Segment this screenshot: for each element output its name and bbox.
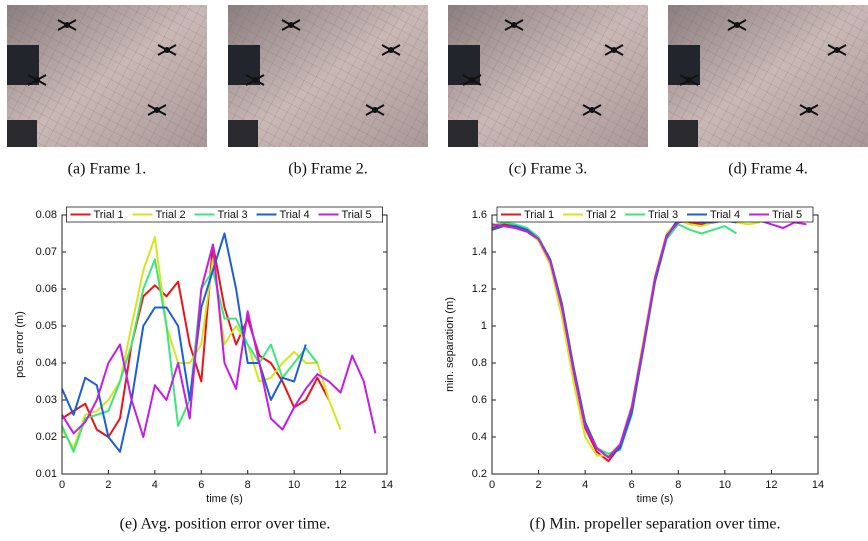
x-axis-label: time (s) xyxy=(206,493,243,505)
plot-area xyxy=(492,215,818,474)
caption: (d) Frame 4. xyxy=(728,161,808,178)
y-tick-label: 0.02 xyxy=(36,431,57,443)
legend-box xyxy=(496,206,814,223)
drone-body xyxy=(734,22,740,28)
x-tick-label: 14 xyxy=(812,479,824,491)
caption: (a) Frame 1. xyxy=(68,161,147,178)
y-tick-label: 0.2 xyxy=(472,468,487,480)
x-tick-label: 4 xyxy=(152,479,158,491)
y-tick-label: 1.2 xyxy=(472,283,487,295)
y-axis-label: min. separation (m) xyxy=(444,297,456,392)
drone-body xyxy=(511,22,517,28)
y-axis-label: pos. error (m) xyxy=(14,311,26,378)
y-tick-label: 0.8 xyxy=(472,357,487,369)
caption: (b) Frame 2. xyxy=(288,161,368,178)
legend-label: Trial 1 xyxy=(524,209,554,221)
caption: (c) Frame 3. xyxy=(509,161,588,178)
legend-label: Trial 3 xyxy=(648,209,678,221)
drone-body xyxy=(686,77,692,83)
photo-mat xyxy=(7,120,37,147)
legend-label: Trial 2 xyxy=(156,209,186,221)
drone-body xyxy=(372,107,378,113)
drone-body xyxy=(469,77,475,83)
photo-net xyxy=(448,5,648,147)
y-tick-label: 0.6 xyxy=(472,394,487,406)
y-tick-label: 0.04 xyxy=(36,357,57,369)
x-tick-label: 10 xyxy=(719,479,731,491)
photo xyxy=(668,5,868,147)
drone-body xyxy=(288,22,294,28)
photo-net xyxy=(7,5,207,147)
x-tick-label: 0 xyxy=(59,479,65,491)
legend-label: Trial 5 xyxy=(772,209,802,221)
drone-body xyxy=(154,107,160,113)
y-tick-label: 0.03 xyxy=(36,394,57,406)
caption: (f) Min. propeller separation over time. xyxy=(529,516,780,533)
x-tick-label: 6 xyxy=(198,479,204,491)
series-line xyxy=(61,243,377,438)
drone-body xyxy=(611,47,617,53)
y-tick-label: 1.4 xyxy=(472,246,487,258)
x-tick-label: 12 xyxy=(334,479,346,491)
x-tick-label: 8 xyxy=(675,479,681,491)
photo-mat xyxy=(448,120,478,147)
photo-box xyxy=(668,45,700,85)
drone-body xyxy=(388,47,394,53)
photo xyxy=(448,5,648,147)
x-axis-label: time (s) xyxy=(637,493,674,505)
photo xyxy=(228,5,428,147)
y-tick-label: 0.07 xyxy=(36,246,57,258)
drone-body xyxy=(806,107,812,113)
drone-body xyxy=(589,107,595,113)
drone-body xyxy=(252,77,258,83)
x-tick-label: 4 xyxy=(582,479,588,491)
y-tick-label: 1 xyxy=(481,320,487,332)
photo-mat xyxy=(668,120,698,147)
photo-net xyxy=(668,5,868,147)
y-tick-label: 0.05 xyxy=(36,320,57,332)
legend-label: Trial 5 xyxy=(342,209,372,221)
y-tick-label: 0.06 xyxy=(36,283,57,295)
legend-label: Trial 2 xyxy=(586,209,616,221)
x-tick-label: 6 xyxy=(629,479,635,491)
drone-body xyxy=(834,47,840,53)
y-tick-label: 0.01 xyxy=(36,468,57,480)
y-tick-label: 0.08 xyxy=(36,209,57,221)
x-tick-label: 12 xyxy=(765,479,777,491)
drone-body xyxy=(64,22,70,28)
photo xyxy=(7,5,207,147)
photo-mat xyxy=(228,120,258,147)
legend-label: Trial 1 xyxy=(94,209,124,221)
series-line xyxy=(61,232,307,453)
caption: (e) Avg. position error over time. xyxy=(120,516,331,533)
y-tick-label: 0.4 xyxy=(472,431,487,443)
legend-label: Trial 4 xyxy=(710,209,740,221)
x-tick-label: 2 xyxy=(536,479,542,491)
x-tick-label: 2 xyxy=(105,479,111,491)
x-tick-label: 0 xyxy=(489,479,495,491)
legend-label: Trial 3 xyxy=(218,209,248,221)
drone-body xyxy=(164,47,170,53)
x-tick-label: 8 xyxy=(245,479,251,491)
x-tick-label: 10 xyxy=(288,479,300,491)
series-line xyxy=(61,236,342,450)
drone-body xyxy=(34,77,40,83)
y-tick-label: 1.6 xyxy=(472,209,487,221)
legend-box xyxy=(66,206,383,223)
legend-label: Trial 4 xyxy=(280,209,310,221)
x-tick-label: 14 xyxy=(381,479,393,491)
